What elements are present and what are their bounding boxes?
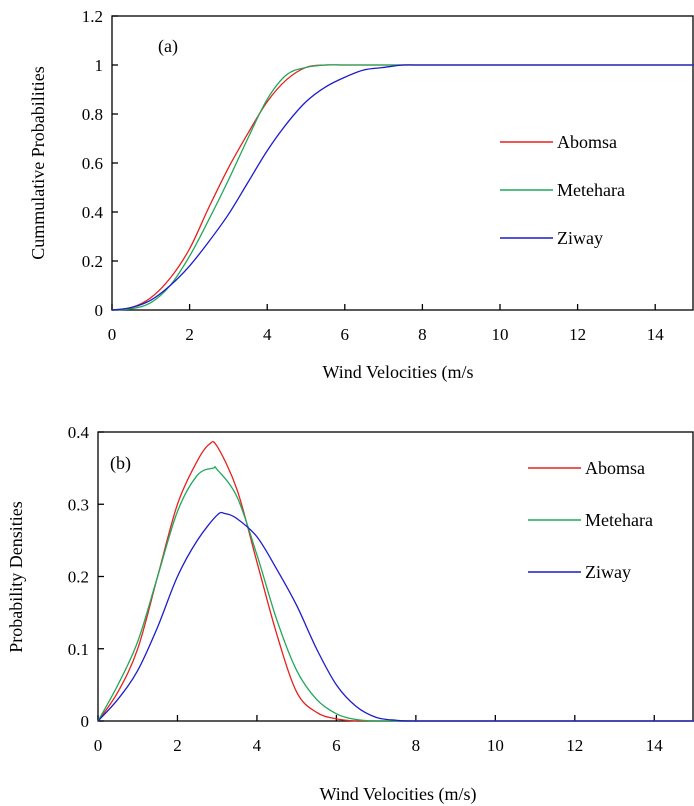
x-tick-label: 4 [263, 325, 272, 344]
y-tick-label: 0.4 [82, 203, 104, 222]
x-tick-label: 14 [647, 325, 665, 344]
panel-label: (b) [110, 453, 131, 474]
y-axis-title: Probability Densities [6, 501, 26, 653]
y-tick-label: 0.2 [82, 252, 103, 271]
y-axis-title: Cummulative Probabilities [28, 66, 48, 259]
x-tick-label: 6 [332, 736, 341, 755]
x-tick-label: 8 [418, 325, 427, 344]
legend-label-ziway: Ziway [585, 562, 631, 582]
x-tick-label: 0 [108, 325, 117, 344]
y-tick-label: 0 [81, 712, 90, 731]
x-tick-label: 4 [253, 736, 262, 755]
series-line-ziway [97, 511, 694, 722]
y-tick-label: 0.2 [68, 568, 89, 587]
legend-label-abomsa: Abomsa [557, 132, 617, 152]
x-axis-title: Wind Velocities (m/s) [320, 784, 477, 805]
chart-panel-1: 0 0.1 0.2 0.3 0.4 0 2 4 6 8 10 12 14 Wind Velocities … [6, 423, 694, 805]
chart-panel-0: 0 0.2 0.4 0.6 0.8 1 1.2 0 2 4 6 8 10 12 14 Wind Velocit… [28, 7, 694, 383]
y-tick-label: 0.3 [68, 495, 89, 514]
legend-label-ziway: Ziway [557, 228, 603, 248]
x-tick-label: 6 [341, 325, 350, 344]
legend-label-abomsa: Abomsa [585, 458, 645, 478]
y-tick-label: 1 [95, 56, 104, 75]
x-tick-label: 2 [173, 736, 182, 755]
series-line-ziway [111, 64, 694, 311]
y-tick-label: 0.1 [68, 640, 89, 659]
y-tick-label: 0 [95, 301, 104, 320]
x-tick-label: 2 [185, 325, 194, 344]
panel-label: (a) [158, 36, 178, 57]
y-tick-label: 0.8 [82, 105, 103, 124]
x-tick-label: 10 [487, 736, 504, 755]
x-tick-label: 12 [569, 325, 586, 344]
plot-area-0 [111, 15, 694, 311]
y-tick-label: 0.6 [82, 154, 103, 173]
x-tick-label: 10 [492, 325, 509, 344]
y-tick-label: 0.4 [68, 423, 90, 442]
y-tick-label: 1.2 [82, 7, 103, 26]
x-tick-label: 0 [94, 736, 103, 755]
x-tick-label: 14 [646, 736, 664, 755]
x-tick-label: 8 [412, 736, 421, 755]
x-axis-title: Wind Velocities (m/s [323, 362, 474, 383]
x-tick-label: 12 [566, 736, 583, 755]
series-line-metehara [97, 466, 694, 722]
legend-label-metehara: Metehara [557, 180, 625, 200]
legend-label-metehara: Metehara [585, 510, 653, 530]
